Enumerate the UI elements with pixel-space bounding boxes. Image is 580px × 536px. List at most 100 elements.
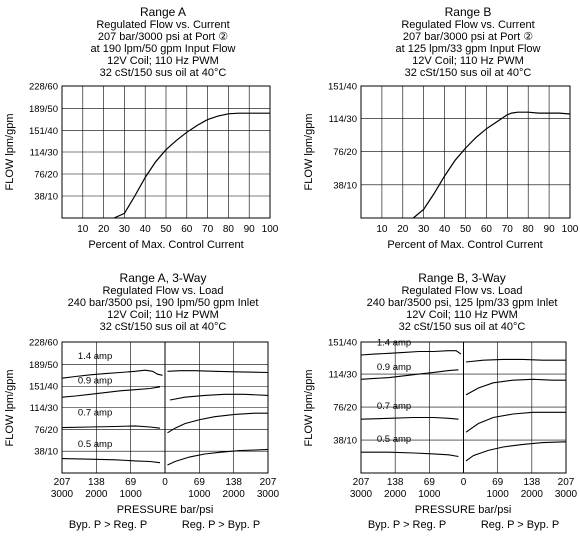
y-axis-label: FLOW lpm/gpm: [303, 369, 315, 446]
y-tick-label: 151/40: [328, 82, 357, 93]
y-tick-label: 189/50: [29, 104, 58, 115]
x-tick-label-psi: 1000: [487, 489, 510, 500]
x-tick-label: 207: [558, 477, 575, 488]
x-tick-label: 60: [481, 224, 493, 235]
x-tick-label-psi: 2000: [384, 489, 407, 500]
series-line: [61, 458, 161, 464]
series-label: 0.5 amp: [377, 434, 411, 445]
x-tick-label: 30: [119, 224, 131, 235]
chart-subtitle-line: 32 cSt/150 sus oil at 40°C: [399, 321, 526, 333]
x-tick-label: 100: [262, 224, 279, 235]
series-line: [465, 441, 567, 462]
regulated-annotation: Reg. P > Byp. P: [481, 519, 559, 531]
x-tick-label-psi: 2000: [223, 489, 246, 500]
series-line: [465, 378, 566, 396]
y-tick-label: 189/50: [29, 360, 58, 371]
chart-subtitle-line: 240 bar/3500 psi, 125 lpm/33 gpm Inlet: [367, 297, 558, 309]
x-axis-label: PRESSURE bar/psi: [415, 504, 512, 516]
x-tick-label-psi: 1000: [418, 489, 441, 500]
y-tick-label: 76/20: [333, 403, 357, 414]
chart-range-a-3way: Range A, 3-Way Regulated Flow vs. Load 2…: [4, 271, 280, 531]
chart-subtitle-line: 32 cSt/150 sus oil at 40°C: [100, 67, 227, 79]
x-tick-label: 30: [418, 224, 430, 235]
x-tick-label: 69: [125, 477, 137, 488]
chart-subtitle-line: 12V Coil; 110 Hz PWM: [406, 309, 518, 321]
x-tick-label: 138: [225, 477, 242, 488]
x-axis-label: Percent of Max. Control Current: [88, 239, 243, 251]
bypass-annotation: Byp. P > Reg. P: [368, 519, 446, 531]
plot-area: 38/10 76/20 114/30 151/40 189/50 228/60 10 20 30…: [29, 82, 279, 236]
y-tick-label: 38/10: [333, 180, 357, 191]
chart-subtitle-line: Regulated Flow vs. Load: [102, 285, 223, 297]
x-tick-label: 40: [439, 224, 451, 235]
chart-subtitle-line: at 125 lpm/33 gpm Input Flow: [396, 43, 541, 55]
x-tick-label: 70: [502, 224, 514, 235]
x-tick-label: 207: [353, 477, 370, 488]
x-tick-label: 69: [194, 477, 206, 488]
chart-title: Range B: [445, 5, 492, 19]
x-tick-label-psi: 3000: [555, 489, 578, 500]
chart-subtitle-line: Regulated Flow vs. Load: [401, 285, 522, 297]
series-line: [412, 111, 571, 219]
x-tick-label: 100: [562, 224, 579, 235]
x-tick-label: 10: [376, 224, 388, 235]
y-axis-label: FLOW lpm/gpm: [4, 369, 16, 446]
y-tick-label: 228/60: [29, 82, 58, 93]
x-tick-label-psi: 1000: [188, 489, 211, 500]
plot-area: 38/1076/20114/30151/40207300013820006910…: [328, 337, 578, 500]
chart-subtitle-line: 12V Coil; 110 Hz PWM: [412, 55, 524, 67]
series-line: [167, 370, 269, 374]
chart-subtitle-line: 207 bar/3000 psi at Port ②: [403, 31, 533, 43]
y-tick-label: 38/10: [34, 447, 58, 458]
y-tick-label: 114/30: [30, 403, 58, 414]
y-tick-label: 228/60: [29, 338, 58, 349]
series-line: [167, 412, 268, 434]
chart-subtitle-line: 32 cSt/150 sus oil at 40°C: [405, 67, 532, 79]
x-tick-label: 90: [544, 224, 556, 235]
chart-subtitle-line: 12V Coil; 110 Hz PWM: [107, 55, 219, 67]
series-line: [360, 350, 462, 356]
series-label: 1.4 amp: [377, 337, 411, 348]
x-tick-label-psi: 2000: [521, 489, 544, 500]
x-tick-label-psi: 3000: [51, 489, 74, 500]
x-tick-label: 138: [387, 477, 404, 488]
x-tick-label: 70: [202, 224, 214, 235]
x-tick-label: 0: [461, 477, 467, 488]
x-tick-label: 0: [162, 477, 168, 488]
chart-range-b: Range B Regulated Flow vs. Current 207 b…: [303, 5, 579, 251]
y-tick-label: 76/20: [333, 147, 357, 158]
y-tick-label: 38/10: [333, 436, 357, 447]
chart-subtitle-line: Regulated Flow vs. Current: [401, 19, 534, 31]
x-tick-label: 138: [523, 477, 540, 488]
y-tick-label: 114/30: [329, 370, 357, 381]
y-tick-label: 151/40: [328, 338, 357, 349]
chart-subtitle-line: at 190 lpm/50 gpm Input Flow: [91, 43, 236, 55]
y-axis-label: FLOW lpm/gpm: [4, 113, 16, 190]
series-line: [61, 386, 161, 398]
series-label: 0.7 amp: [377, 401, 411, 412]
series-line: [465, 411, 566, 433]
y-tick-label: 114/30: [329, 114, 357, 125]
chart-title: Range A, 3-Way: [120, 271, 207, 285]
y-tick-label: 38/10: [34, 192, 58, 203]
series-label: 0.9 amp: [78, 375, 112, 386]
y-tick-label: 151/40: [29, 126, 58, 137]
y-axis-label: FLOW lpm/gpm: [303, 113, 315, 190]
x-tick-label: 10: [77, 224, 89, 235]
series-line: [113, 112, 270, 219]
series-line: [61, 425, 161, 429]
x-tick-label: 207: [54, 477, 71, 488]
x-tick-label: 50: [460, 224, 472, 235]
chart-range-a: Range A Regulated Flow vs. Current 207 b…: [4, 5, 279, 251]
chart-title: Range B, 3-Way: [418, 271, 506, 285]
chart-subtitle-line: 12V Coil; 110 Hz PWM: [107, 309, 219, 321]
series-line: [169, 393, 269, 401]
x-tick-label: 69: [424, 477, 436, 488]
series-line: [361, 451, 459, 458]
series-line: [360, 369, 459, 380]
x-tick-label: 50: [160, 224, 172, 235]
bypass-annotation: Byp. P > Reg. P: [69, 519, 147, 531]
series-label: 1.4 amp: [78, 351, 112, 362]
x-tick-label: 80: [223, 224, 235, 235]
